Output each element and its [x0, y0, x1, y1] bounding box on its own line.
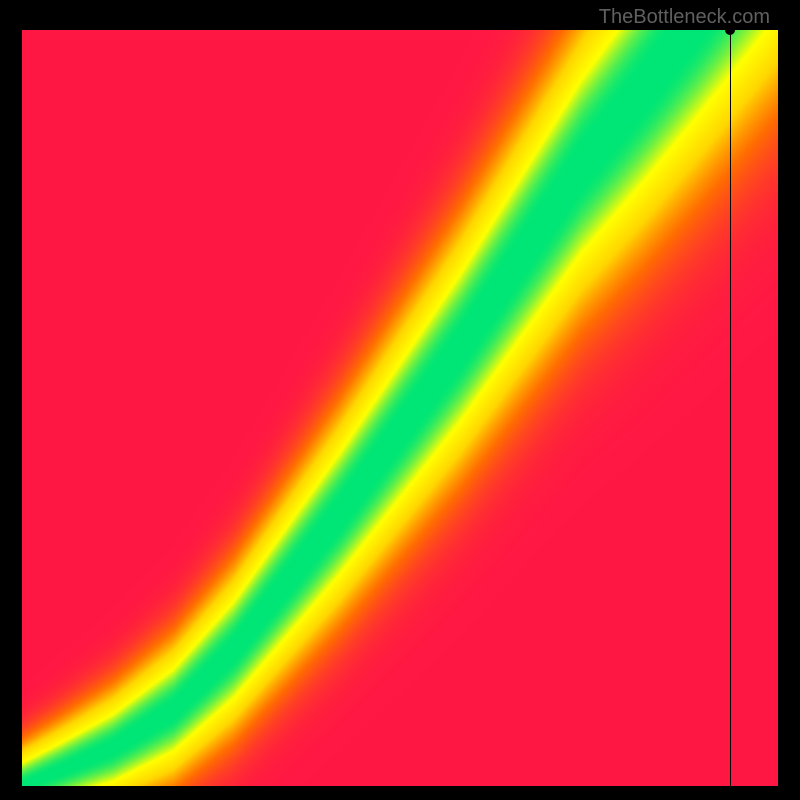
vertical-reference-line — [730, 30, 731, 786]
heatmap-plot — [22, 30, 778, 786]
heatmap-canvas — [22, 30, 778, 786]
watermark-text: TheBottleneck.com — [599, 6, 770, 29]
top-marker-icon — [725, 25, 735, 35]
